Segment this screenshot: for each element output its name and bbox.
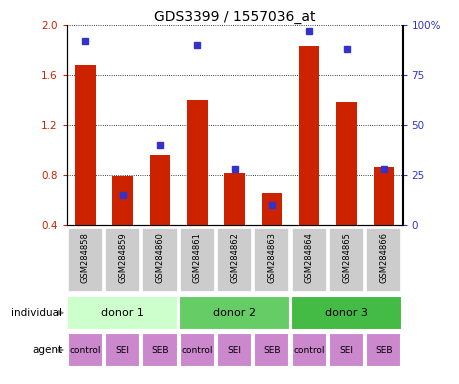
Text: GSM284861: GSM284861 bbox=[192, 232, 202, 283]
Text: donor 3: donor 3 bbox=[325, 308, 367, 318]
Bar bbox=[336, 103, 356, 225]
Text: control: control bbox=[293, 346, 324, 354]
Text: SEI: SEI bbox=[339, 346, 353, 354]
Bar bbox=[328, 333, 363, 367]
Bar bbox=[67, 296, 178, 329]
Text: donor 1: donor 1 bbox=[101, 308, 144, 318]
Bar bbox=[328, 228, 363, 293]
Bar bbox=[217, 228, 252, 293]
Text: GSM284863: GSM284863 bbox=[267, 232, 276, 283]
Bar bbox=[365, 333, 401, 367]
Text: control: control bbox=[69, 346, 101, 354]
Bar bbox=[149, 155, 170, 225]
Bar bbox=[67, 333, 103, 367]
Bar bbox=[291, 333, 326, 367]
Bar bbox=[112, 176, 133, 225]
Bar bbox=[187, 100, 207, 225]
Text: control: control bbox=[181, 346, 213, 354]
Title: GDS3399 / 1557036_at: GDS3399 / 1557036_at bbox=[153, 10, 315, 24]
Text: SEI: SEI bbox=[227, 346, 241, 354]
Bar bbox=[142, 333, 177, 367]
Bar bbox=[291, 296, 401, 329]
Bar bbox=[179, 333, 214, 367]
Text: agent: agent bbox=[32, 345, 62, 355]
Text: GSM284858: GSM284858 bbox=[81, 232, 90, 283]
Bar bbox=[217, 333, 252, 367]
Bar bbox=[179, 228, 214, 293]
Bar bbox=[365, 228, 401, 293]
Bar bbox=[254, 333, 289, 367]
Bar bbox=[105, 228, 140, 293]
Bar bbox=[373, 167, 393, 225]
Text: GSM284862: GSM284862 bbox=[230, 232, 239, 283]
Text: GSM284865: GSM284865 bbox=[341, 232, 350, 283]
Bar bbox=[179, 296, 289, 329]
Text: donor 2: donor 2 bbox=[213, 308, 256, 318]
Text: SEB: SEB bbox=[151, 346, 168, 354]
Bar bbox=[224, 174, 244, 225]
Text: individual: individual bbox=[11, 308, 62, 318]
Bar bbox=[254, 228, 289, 293]
Text: SEB: SEB bbox=[263, 346, 280, 354]
Bar bbox=[261, 194, 281, 225]
Bar bbox=[291, 228, 326, 293]
Text: GSM284866: GSM284866 bbox=[379, 232, 387, 283]
Bar bbox=[105, 333, 140, 367]
Bar bbox=[142, 228, 177, 293]
Text: SEI: SEI bbox=[115, 346, 129, 354]
Text: GSM284864: GSM284864 bbox=[304, 232, 313, 283]
Text: SEB: SEB bbox=[374, 346, 392, 354]
Bar bbox=[67, 228, 103, 293]
Bar bbox=[75, 65, 95, 225]
Text: GSM284859: GSM284859 bbox=[118, 232, 127, 283]
Bar bbox=[298, 46, 319, 225]
Text: GSM284860: GSM284860 bbox=[155, 232, 164, 283]
